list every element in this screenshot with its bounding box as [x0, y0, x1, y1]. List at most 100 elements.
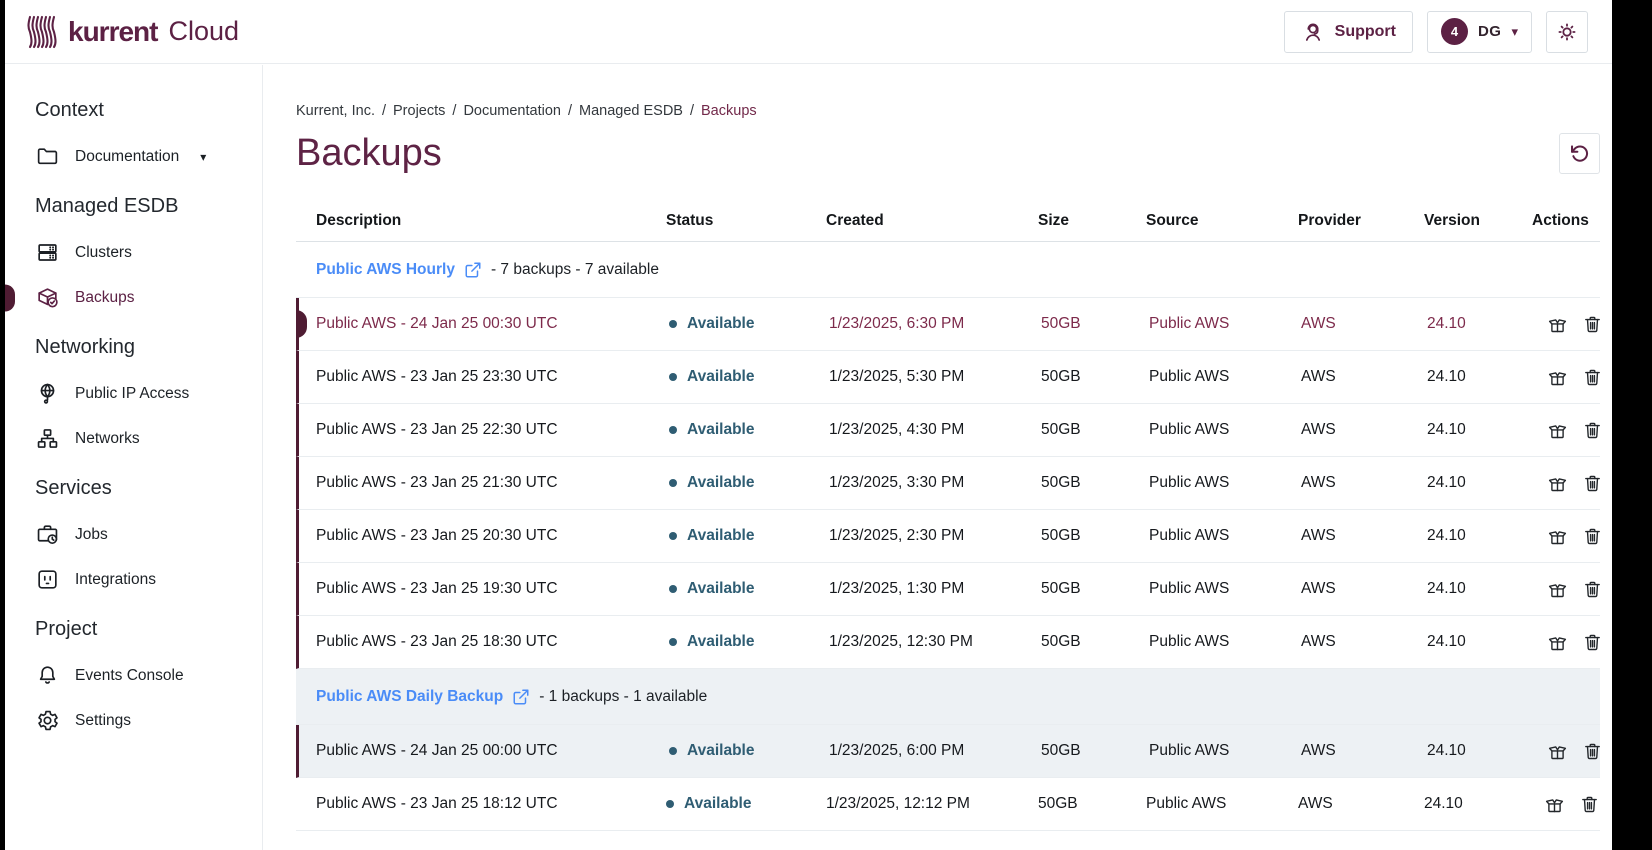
- restore-backup-button[interactable]: [1547, 367, 1568, 388]
- backup-description: Public AWS - 23 Jan 25 18:12 UTC: [316, 795, 558, 812]
- external-link-icon[interactable]: [464, 261, 482, 279]
- sidebar-section-title: Project: [35, 618, 98, 640]
- backup-row[interactable]: Public AWS - 23 Jan 25 21:30 UTC Availab…: [296, 457, 1600, 510]
- delete-backup-button[interactable]: [1582, 420, 1603, 441]
- breadcrumb-item[interactable]: Projects: [393, 103, 446, 119]
- backup-version: 24.10: [1427, 742, 1466, 759]
- delete-backup-button[interactable]: [1582, 367, 1603, 388]
- restore-backup-button[interactable]: [1544, 794, 1565, 815]
- delete-backup-button[interactable]: [1582, 579, 1603, 600]
- breadcrumb-item[interactable]: Kurrent, Inc.: [296, 103, 375, 119]
- sidebar-item-events-console[interactable]: Events Console: [35, 663, 252, 688]
- backup-row[interactable]: Public AWS - 24 Jan 25 00:30 UTC Availab…: [296, 298, 1600, 351]
- delete-backup-button[interactable]: [1579, 794, 1600, 815]
- notification-count-badge: 4: [1440, 18, 1468, 45]
- trash-icon: [1582, 741, 1603, 762]
- backup-size: 50GB: [1041, 580, 1081, 597]
- backup-provider: AWS: [1301, 742, 1336, 759]
- open-box-icon: [1547, 420, 1568, 441]
- backup-actions: [1535, 579, 1603, 600]
- sidebar-item-label: Events Console: [75, 666, 184, 684]
- theme-toggle-button[interactable]: [1546, 10, 1588, 53]
- sidebar-item-documentation[interactable]: Documentation ▾: [35, 144, 252, 169]
- status-label: Available: [687, 368, 755, 385]
- backup-group-link[interactable]: Public AWS Daily Backup: [316, 687, 504, 705]
- backup-group-header: Public AWS Daily Backup - 1 backups - 1 …: [296, 669, 1600, 725]
- sidebar-item-label: Public IP Access: [75, 384, 190, 402]
- sidebar-item-public-ip-access[interactable]: Public IP Access: [35, 381, 252, 406]
- backup-description: Public AWS - 23 Jan 25 20:30 UTC: [316, 527, 558, 544]
- backup-row[interactable]: Public AWS - 23 Jan 25 18:30 UTC Availab…: [296, 616, 1600, 669]
- breadcrumb-separator: /: [452, 103, 457, 119]
- sidebar-item-label: Integrations: [75, 570, 156, 588]
- support-button[interactable]: Support: [1283, 10, 1413, 53]
- sidebar-section-project: Project Events Console Settings: [35, 618, 252, 733]
- sidebar-item-settings[interactable]: Settings: [35, 708, 252, 733]
- status-dot-icon: [669, 479, 677, 487]
- sidebar-item-clusters[interactable]: Clusters: [35, 240, 252, 265]
- jobs-icon: [35, 522, 60, 547]
- backup-actions: [1535, 526, 1603, 547]
- backup-status: Available: [669, 527, 829, 545]
- backup-row[interactable]: Public AWS - 23 Jan 25 20:30 UTC Availab…: [296, 510, 1600, 563]
- backup-size: 50GB: [1041, 421, 1081, 438]
- backup-row[interactable]: Public AWS - 23 Jan 25 23:30 UTC Availab…: [296, 351, 1600, 404]
- backup-group-link[interactable]: Public AWS Hourly: [316, 260, 455, 278]
- account-menu-button[interactable]: 4 DG ▾: [1426, 10, 1532, 53]
- backup-source: Public AWS: [1149, 421, 1230, 438]
- status-label: Available: [687, 315, 755, 332]
- sidebar-item-label: Clusters: [75, 243, 132, 261]
- gear-icon: [35, 708, 60, 733]
- delete-backup-button[interactable]: [1582, 473, 1603, 494]
- backup-row[interactable]: Public AWS - 23 Jan 25 18:12 UTC Availab…: [296, 778, 1600, 831]
- open-box-icon: [1547, 314, 1568, 335]
- breadcrumb-item[interactable]: Documentation: [463, 103, 561, 119]
- restore-backup-button[interactable]: [1547, 632, 1568, 653]
- sidebar-section-title: Networking: [35, 336, 136, 358]
- status-label: Available: [687, 580, 755, 597]
- external-link-icon[interactable]: [512, 688, 530, 706]
- sidebar-item-backups[interactable]: Backups: [35, 285, 252, 310]
- backup-created: 1/23/2025, 2:30 PM: [829, 527, 965, 544]
- backup-row[interactable]: Public AWS - 23 Jan 25 22:30 UTC Availab…: [296, 404, 1600, 457]
- backup-source: Public AWS: [1149, 527, 1230, 544]
- delete-backup-button[interactable]: [1582, 314, 1603, 335]
- backup-provider: AWS: [1301, 527, 1336, 544]
- backup-group-header: Public AWS Hourly - 7 backups - 7 availa…: [296, 242, 1600, 298]
- restore-backup-button[interactable]: [1547, 473, 1568, 494]
- brand-logo[interactable]: kurrent Cloud: [27, 14, 239, 50]
- kurrent-waves-icon: [27, 14, 59, 50]
- delete-backup-button[interactable]: [1582, 632, 1603, 653]
- backup-provider: AWS: [1301, 474, 1336, 491]
- breadcrumb-item[interactable]: Managed ESDB: [579, 103, 683, 119]
- status-label: Available: [687, 633, 755, 650]
- backup-row[interactable]: Public AWS - 24 Jan 25 00:00 UTC Availab…: [296, 725, 1600, 778]
- status-label: Available: [687, 527, 755, 544]
- sidebar-item-jobs[interactable]: Jobs: [35, 522, 252, 547]
- delete-backup-button[interactable]: [1582, 526, 1603, 547]
- backup-size: 50GB: [1041, 474, 1081, 491]
- backup-size: 50GB: [1041, 633, 1081, 650]
- restore-backup-button[interactable]: [1547, 579, 1568, 600]
- backup-size: 50GB: [1041, 315, 1081, 332]
- refresh-button[interactable]: [1559, 133, 1600, 174]
- sidebar-item-networks[interactable]: Networks: [35, 426, 252, 451]
- restore-backup-button[interactable]: [1547, 526, 1568, 547]
- backup-description: Public AWS - 23 Jan 25 19:30 UTC: [316, 580, 558, 597]
- backup-provider: AWS: [1301, 421, 1336, 438]
- restore-backup-button[interactable]: [1547, 741, 1568, 762]
- globe-icon: [35, 381, 60, 406]
- sidebar-item-integrations[interactable]: Integrations: [35, 567, 252, 592]
- restore-backup-button[interactable]: [1547, 314, 1568, 335]
- backup-description: Public AWS - 24 Jan 25 00:30 UTC: [316, 315, 558, 332]
- page-title: Backups: [296, 132, 442, 174]
- backup-source: Public AWS: [1146, 795, 1227, 812]
- backup-row[interactable]: Public AWS - 23 Jan 25 19:30 UTC Availab…: [296, 563, 1600, 616]
- backup-group-summary: - 7 backups - 7 available: [490, 260, 659, 278]
- delete-backup-button[interactable]: [1582, 741, 1603, 762]
- restore-backup-button[interactable]: [1547, 420, 1568, 441]
- column-header-provider: Provider: [1298, 212, 1361, 229]
- status-dot-icon: [669, 747, 677, 755]
- backup-status: Available: [669, 368, 829, 386]
- backup-actions: [1535, 741, 1603, 762]
